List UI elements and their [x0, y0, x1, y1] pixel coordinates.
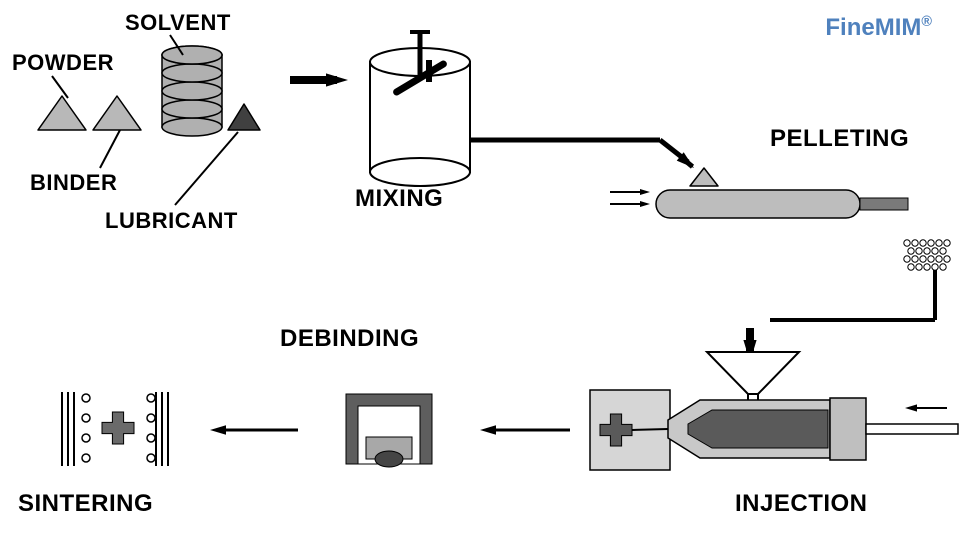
- process-diagram-svg: [0, 0, 962, 549]
- diagram-stage: FineMIM® POWDER SOLVENT BINDER LUBRICANT…: [0, 0, 962, 549]
